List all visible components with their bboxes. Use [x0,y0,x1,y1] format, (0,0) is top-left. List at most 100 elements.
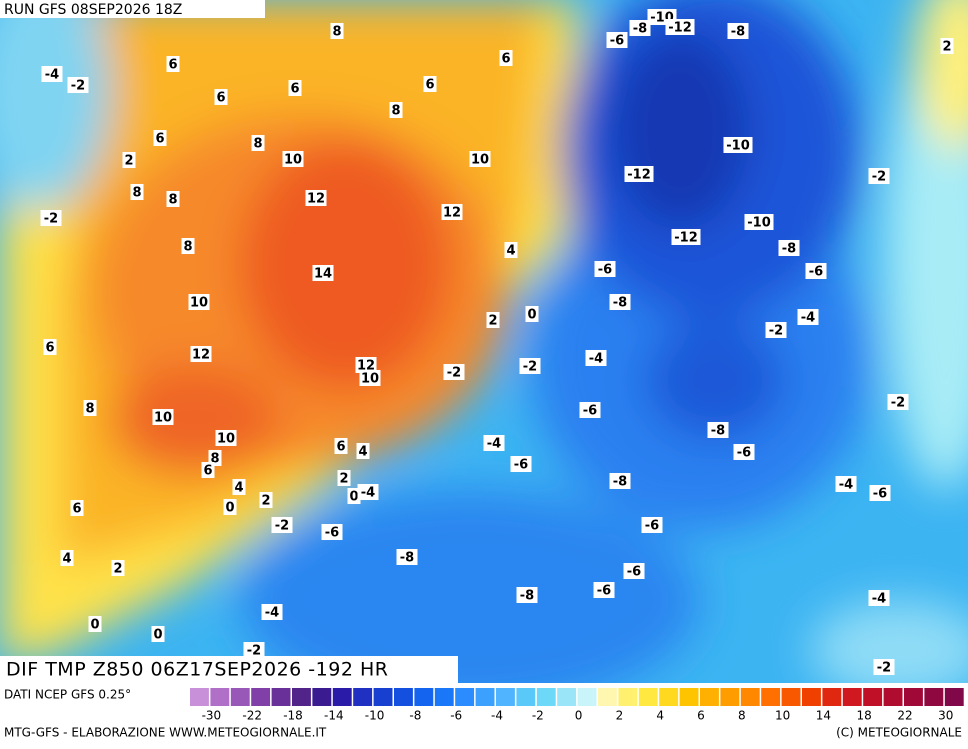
contour-label: -6 [873,487,887,502]
contour-label: -4 [801,311,815,326]
colorbar-swatch [598,688,617,706]
colorbar-swatch [516,688,536,706]
colorbar-tick-label: 6 [697,709,705,723]
colorbar-swatch [577,688,597,706]
contour-label: 8 [168,193,177,208]
label-box [765,322,787,338]
colorbar-swatch [802,688,821,706]
label-box [282,151,304,167]
contour-label: -6 [598,263,612,278]
colorbar-swatch [679,688,699,706]
contour-label: -2 [275,519,289,534]
contour-label: -6 [610,34,624,49]
colorbar-swatch [230,688,250,706]
label-box [357,484,379,500]
colorbar-swatch [904,688,923,706]
colorbar-tick-label: 22 [897,709,912,723]
colorbar-swatch [944,688,964,706]
label-box [43,339,57,355]
label-box [312,265,334,281]
label-box [504,242,518,258]
contour-label: 6 [168,58,177,73]
colorbar-swatch [292,688,311,706]
contour-label: 6 [336,440,345,455]
label-box [469,151,491,167]
label-box [60,550,74,566]
label-box [321,524,343,540]
contour-label: 2 [261,494,270,509]
label-box [510,456,532,472]
label-box [778,240,800,256]
label-box [389,102,403,118]
colorbar-swatch [414,688,434,706]
label-box [797,309,819,325]
colorbar-swatch [312,688,332,706]
colorbar: -30 -22 -18 -14 -10 -8 -6 -4 -2 0 2 4 6 8 10 14 18 22 30 [190,688,964,723]
contour-label: -2 [769,324,783,339]
contour-label: -10 [726,139,750,154]
contour-label: 0 [153,628,162,643]
contour-label: -2 [877,661,891,676]
label-box [88,616,102,632]
contour-label: 8 [332,25,341,40]
colorbar-swatch [822,688,842,706]
label-box [671,229,701,245]
colorbar-swatch [332,688,352,706]
contour-label: 8 [391,104,400,119]
contour-label: 12 [192,348,210,363]
colorbar-swatch [455,688,475,706]
title-box [0,656,458,683]
contour-label: -4 [265,606,279,621]
label-box [940,38,954,54]
contour-label: 0 [349,490,358,505]
contour-label: -2 [44,212,58,227]
contour-label: 2 [942,40,951,55]
contour-label: 4 [62,552,71,567]
contour-label: -8 [711,424,725,439]
label-box [288,80,302,96]
contour-label: -4 [487,437,501,452]
contour-label: -6 [737,446,751,461]
label-box [41,66,63,82]
label-box [486,312,500,328]
colorbar-tick-label: 14 [816,709,831,723]
contour-label: -6 [597,584,611,599]
contour-label: -4 [45,68,59,83]
contour-label: -8 [613,296,627,311]
run-label: RUN GFS 08SEP2026 18Z [4,2,182,18]
label-box [214,89,228,105]
colorbar-swatch [353,688,373,706]
colorbar-tick-label: -22 [242,709,262,723]
contour-label: 10 [217,432,235,447]
label-box [483,435,505,451]
contour-label: -6 [325,526,339,541]
colorbar-swatch [863,688,883,706]
contour-label: 0 [90,618,99,633]
label-box [707,422,729,438]
contour-label: 12 [443,206,461,221]
contour-label: -4 [839,478,853,493]
colorbar-tick-label: -4 [491,709,503,723]
contour-label: 6 [501,52,510,67]
label-box [166,56,180,72]
label-box [499,50,513,66]
label-box [624,166,654,182]
label-box [519,358,541,374]
colorbar-swatch [475,688,495,706]
label-box [40,210,62,226]
run-box [0,0,265,18]
label-box [579,402,601,418]
contour-label: 2 [124,154,133,169]
contour-label: -2 [891,396,905,411]
label-box [609,473,631,489]
label-box [122,152,136,168]
colorbar-tick-label: 4 [656,709,664,723]
label-box [733,444,755,460]
label-box [190,346,212,362]
label-box [623,563,645,579]
label-box [305,190,327,206]
label-box [130,184,144,200]
contour-label: 8 [183,240,192,255]
